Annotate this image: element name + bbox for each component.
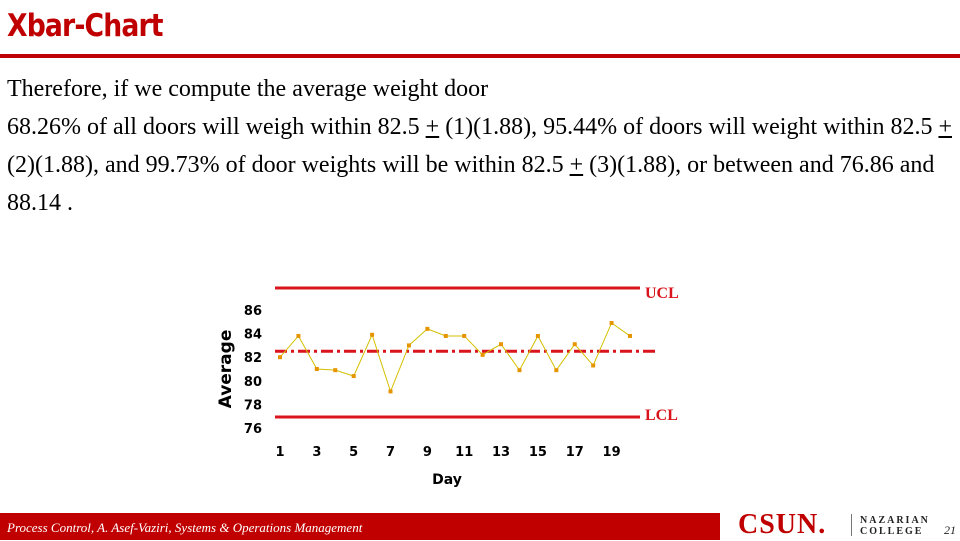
x-tick-label: 13 — [492, 445, 510, 460]
lcl-label: LCL — [645, 407, 678, 424]
data-point — [296, 333, 301, 338]
plus-minus-symbol: + — [938, 114, 953, 140]
data-point — [370, 332, 375, 337]
college-logo-line1: NAZARIAN — [860, 515, 930, 526]
y-tick-label: 82 — [244, 351, 262, 366]
page-number: 21 — [944, 523, 956, 537]
y-axis-label: Average — [216, 330, 236, 409]
data-point — [628, 333, 632, 338]
data-point — [425, 326, 430, 331]
data-point — [351, 374, 356, 379]
text-segment: (3)(1.88), or between and 76.86 and 88.1… — [7, 152, 935, 216]
paragraph-intro: Therefore, if we compute the average wei… — [7, 76, 489, 102]
series-line — [279, 322, 631, 393]
footer-citation: Process Control, A. Asef-Vaziri, Systems… — [7, 520, 363, 535]
logo-background — [720, 510, 960, 540]
data-point — [462, 333, 467, 338]
y-tick-label: 80 — [244, 375, 262, 390]
data-point — [443, 333, 448, 338]
data-point — [572, 342, 577, 347]
title-underline — [0, 54, 960, 58]
x-tick-label: 5 — [349, 445, 358, 460]
plus-minus-symbol: + — [425, 114, 440, 140]
x-tick-label: 7 — [386, 445, 395, 460]
data-point — [554, 368, 559, 373]
x-tick-label: 9 — [423, 445, 432, 460]
slide-title: Xbar-Chart — [7, 8, 164, 44]
y-tick-label: 84 — [244, 328, 262, 343]
y-tick-label: 86 — [244, 304, 262, 319]
text-segment: (1)(1.88), 95.44% of doors will weight w… — [439, 114, 939, 140]
x-tick-label: 1 — [275, 445, 284, 460]
data-point — [535, 333, 540, 338]
x-axis-label: Day — [432, 472, 462, 488]
logo-divider — [851, 514, 852, 536]
y-tick-label: 76 — [244, 422, 262, 437]
x-tick-label: 3 — [312, 445, 321, 460]
college-logo-line2: COLLEGE — [860, 526, 924, 537]
plus-minus-symbol: + — [569, 152, 584, 178]
college-logo: NAZARIAN COLLEGE — [860, 515, 930, 537]
x-tick-label: 11 — [455, 445, 473, 460]
csun-logo: CSUN. — [738, 509, 827, 540]
data-point — [591, 363, 596, 368]
x-tick-label: 17 — [566, 445, 584, 460]
data-point — [278, 355, 282, 360]
text-segment: 68.26% of all doors will weigh within 82… — [7, 114, 426, 140]
x-tick-label: 15 — [529, 445, 547, 460]
data-point — [388, 389, 393, 394]
text-segment: (2)(1.88), and 99.73% of door weights wi… — [7, 152, 570, 178]
data-point — [499, 342, 504, 347]
paragraph-limits: 68.26% of all doors will weigh within 82… — [7, 108, 957, 222]
data-point — [517, 368, 522, 373]
data-point — [314, 367, 319, 371]
data-point — [609, 320, 614, 325]
y-tick-label: 78 — [244, 398, 262, 413]
ucl-label: UCL — [645, 285, 679, 302]
slide-body: Therefore, if we compute the average wei… — [7, 70, 957, 222]
data-point — [480, 352, 485, 357]
x-tick-label: 19 — [603, 445, 621, 460]
data-point — [333, 368, 338, 373]
data-point — [406, 343, 411, 348]
